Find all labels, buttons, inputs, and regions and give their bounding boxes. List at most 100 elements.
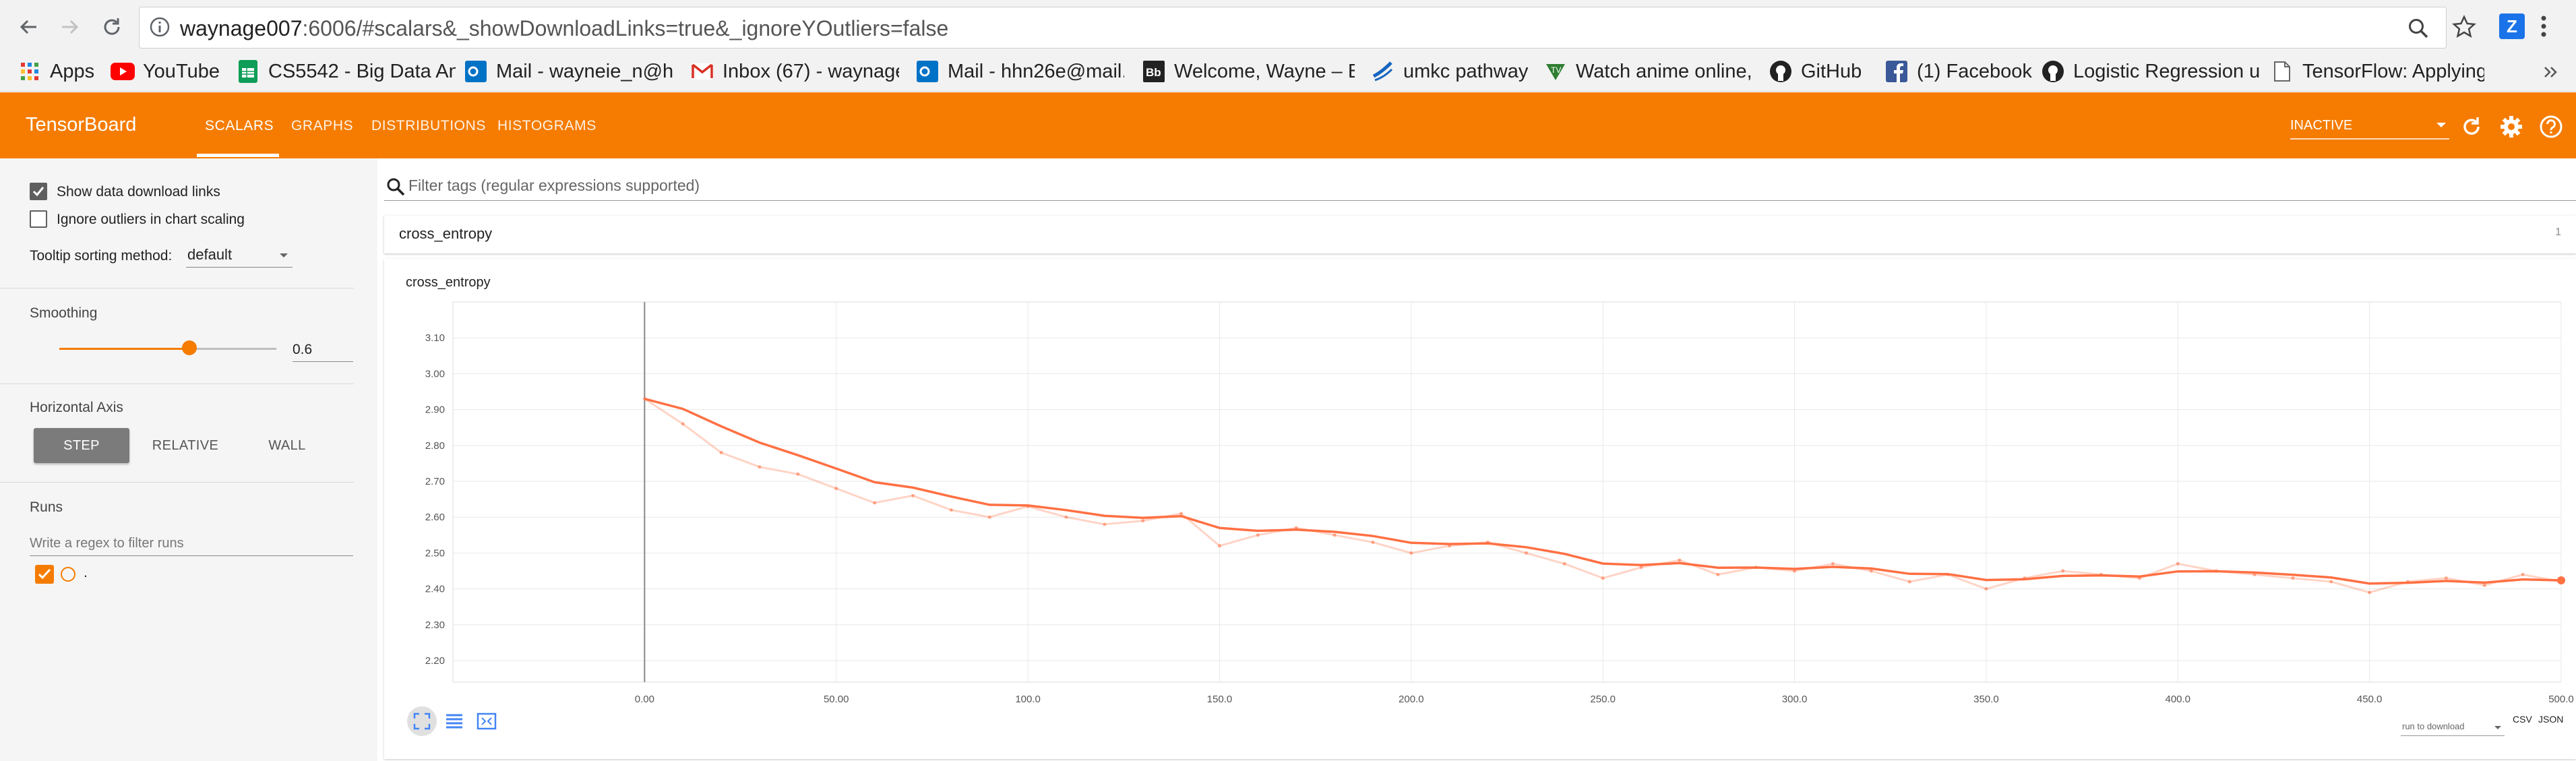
bookmark-star-icon[interactable] — [2452, 15, 2476, 39]
bookmark-label: Logistic Regression u — [2073, 60, 2261, 82]
tooltip-sorting-value: default — [187, 246, 233, 263]
data-point — [2329, 580, 2333, 584]
data-point — [1409, 551, 1413, 555]
line-chart[interactable]: 2.20 2.30 2.40 2.50 2.60 2.70 2.80 2.90 3.00 3.10… — [384, 259, 2576, 759]
data-point — [1486, 540, 1490, 544]
back-icon[interactable] — [11, 9, 46, 44]
data-point — [2252, 572, 2257, 576]
info-icon[interactable] — [149, 16, 171, 38]
bookmark-label: Mail - hhn26e@mail. — [948, 60, 1124, 82]
smoothing-slider-knob[interactable] — [182, 340, 197, 355]
address-bar[interactable]: waynage007:6006/#scalars&_showDownloadLi… — [139, 7, 2447, 49]
y-tick-label: 2.60 — [425, 512, 445, 523]
runs-filter-input[interactable]: Write a regex to filter runs — [30, 526, 353, 556]
bookmark-tensorflow[interactable]: TensorFlow: Applying — [2270, 58, 2484, 85]
sheets-icon — [236, 59, 260, 84]
reload-icon[interactable] — [94, 9, 129, 44]
browser-menu-icon[interactable] — [2537, 12, 2550, 40]
csv-download-link[interactable]: CSV — [2513, 714, 2532, 725]
bookmark-apps[interactable]: Apps — [18, 58, 94, 85]
download-run-select[interactable]: run to download — [2401, 716, 2505, 736]
svg-text:Bb: Bb — [1146, 66, 1161, 79]
help-icon[interactable] — [2538, 114, 2564, 140]
bookmark-facebook[interactable]: (1) Facebook — [1884, 58, 2032, 85]
data-point — [1831, 561, 1835, 566]
data-point — [796, 472, 800, 476]
chevron-down-icon — [2494, 726, 2501, 729]
bookmark-label: (1) Facebook — [1917, 60, 2032, 82]
bookmark-youtube[interactable]: YouTube — [111, 58, 220, 85]
bookmark-label: Welcome, Wayne – Bl — [1174, 60, 1355, 82]
smoothing-slider-fill — [59, 348, 190, 350]
tab-histograms[interactable]: HISTOGRAMS — [497, 118, 596, 133]
bookmark-umkc[interactable]: umkc pathway — [1371, 58, 1528, 85]
bookmark-label: Mail - wayneie_n@ho — [496, 60, 673, 82]
show-download-links-label: Show data download links — [57, 184, 220, 200]
bookmark-logistic-regression[interactable]: Logistic Regression u — [2041, 58, 2261, 85]
data-point — [1946, 572, 1950, 576]
fit-domain-icon[interactable] — [472, 706, 501, 736]
y-tick-label: 2.80 — [425, 440, 445, 452]
smoothing-input[interactable]: 0.6 — [293, 338, 353, 362]
tab-graphs[interactable]: GRAPHS — [291, 118, 354, 133]
tag-filter-input[interactable]: Filter tags (regular expressions support… — [384, 174, 2576, 201]
y-tick-label: 2.30 — [425, 619, 445, 631]
axis-wall-button[interactable]: WALL — [268, 437, 306, 453]
log-scale-toggle-icon[interactable] — [439, 706, 469, 736]
x-tick-label: 50.00 — [824, 694, 849, 705]
data-point — [1907, 580, 1911, 584]
run-status-select[interactable]: INACTIVE — [2290, 113, 2449, 140]
data-point — [2482, 583, 2486, 587]
run-radio-button[interactable] — [61, 567, 75, 582]
blackboard-icon: Bb — [1142, 59, 1166, 84]
data-point — [1601, 576, 1605, 580]
bookmark-blackboard[interactable]: Bb Welcome, Wayne – Bl — [1142, 58, 1355, 85]
tab-scalars[interactable]: SCALARS — [205, 118, 274, 133]
bookmark-cs5542[interactable]: CS5542 - Big Data An — [236, 58, 456, 85]
data-point — [2406, 580, 2410, 584]
tooltip-sorting-label: Tooltip sorting method: — [30, 248, 173, 264]
chevron-down-icon — [2436, 123, 2446, 127]
json-download-link[interactable]: JSON — [2538, 714, 2564, 725]
smoothing-slider-track[interactable] — [59, 348, 276, 350]
bookmark-github[interactable]: GitHub — [1769, 58, 1862, 85]
data-point — [1179, 512, 1184, 516]
data-point — [1754, 566, 1758, 570]
bookmark-mail-1[interactable]: Mail - wayneie_n@ho — [464, 58, 673, 85]
anime-icon: TV — [1543, 59, 1568, 84]
bookmark-label: Watch anime online, — [1576, 60, 1752, 82]
fullscreen-toggle-icon[interactable] — [407, 706, 437, 736]
tag-group-header[interactable]: cross_entropy 1 — [384, 216, 2576, 253]
data-point — [1524, 551, 1528, 555]
axis-step-button[interactable]: STEP — [34, 428, 129, 463]
y-tick-label: 2.40 — [425, 584, 445, 595]
axis-relative-button[interactable]: RELATIVE — [152, 437, 219, 453]
tooltip-sorting-select[interactable]: default — [186, 242, 293, 268]
last-point-marker — [2557, 576, 2565, 584]
show-download-links-checkbox[interactable] — [30, 183, 47, 200]
extension-z-icon[interactable]: Z — [2499, 13, 2525, 39]
bookmark-mail-2[interactable]: Mail - hhn26e@mail. — [915, 58, 1124, 85]
forward-icon[interactable] — [53, 9, 88, 44]
data-point — [2291, 576, 2295, 580]
tab-distributions[interactable]: DISTRIBUTIONS — [371, 118, 486, 133]
x-tick-label: 350.0 — [1973, 694, 1999, 705]
bookmark-label: YouTube — [143, 60, 220, 82]
data-point — [1064, 515, 1068, 519]
run-checkbox[interactable] — [35, 565, 54, 584]
tag-group-count: 1 — [2555, 226, 2561, 238]
run-status-value: INACTIVE — [2290, 118, 2353, 133]
bookmark-anime[interactable]: TV Watch anime online, — [1543, 58, 1756, 85]
bookmark-inbox[interactable]: Inbox (67) - waynage — [690, 58, 899, 85]
refresh-icon[interactable] — [2459, 114, 2484, 140]
more-bookmarks-icon[interactable] — [2542, 63, 2560, 81]
settings-gear-icon[interactable] — [2498, 114, 2524, 140]
x-tick-label: 250.0 — [1590, 694, 1616, 705]
ignore-outliers-checkbox[interactable] — [30, 210, 47, 228]
url-text[interactable]: waynage007:6006/#scalars&_showDownloadLi… — [180, 16, 948, 41]
tag-filter-placeholder: Filter tags (regular expressions support… — [408, 177, 700, 194]
data-point — [2368, 590, 2372, 595]
zoom-icon[interactable] — [2407, 17, 2430, 40]
active-tab-indicator — [197, 154, 279, 157]
browser-toolbar: waynage007:6006/#scalars&_showDownloadLi… — [0, 0, 2576, 58]
